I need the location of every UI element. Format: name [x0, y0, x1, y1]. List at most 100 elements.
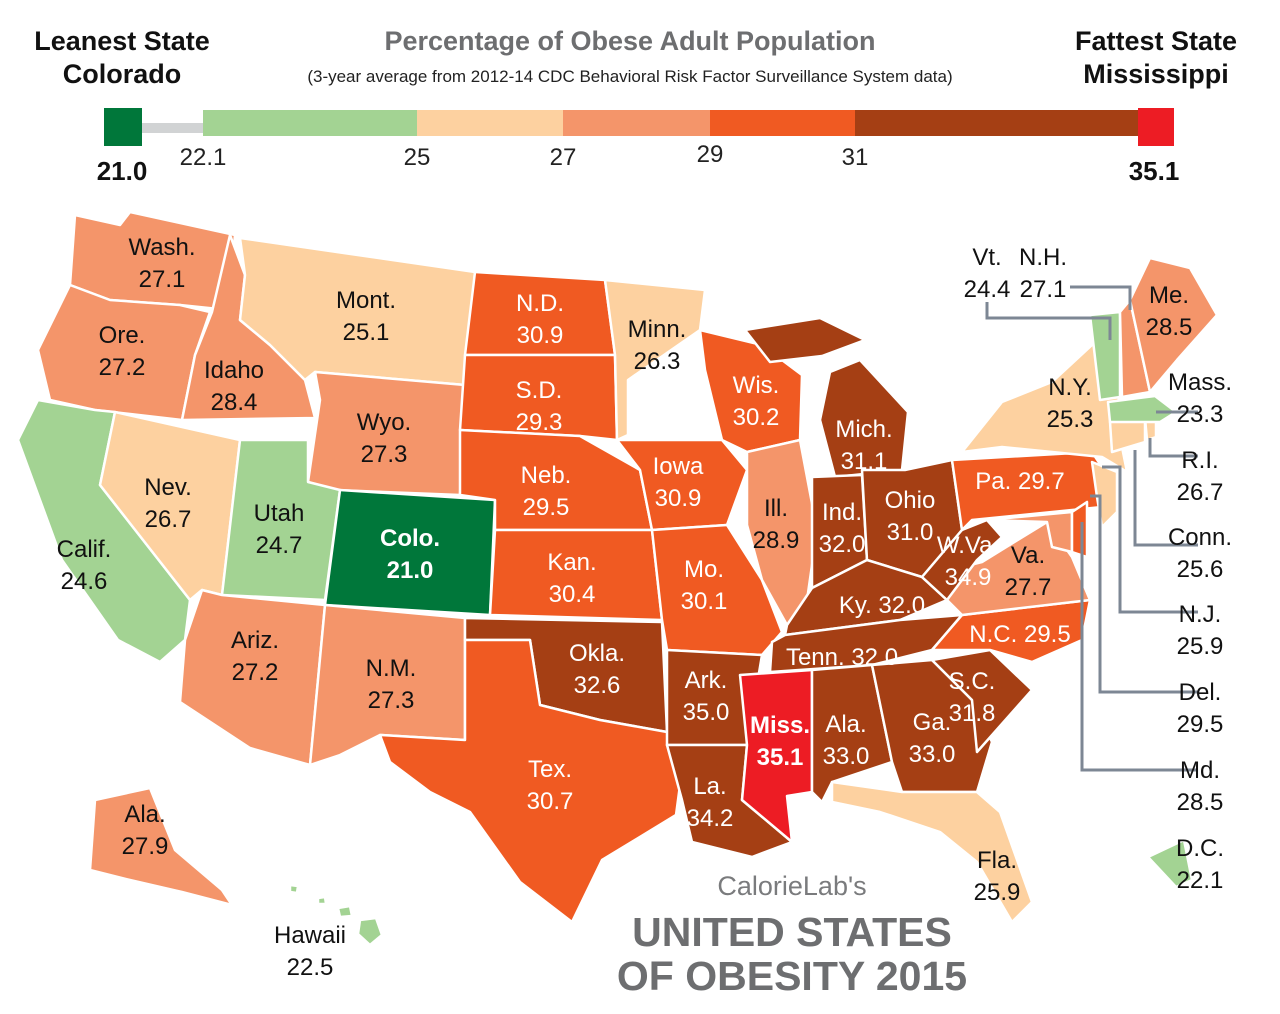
state-shape-dc — [1146, 838, 1194, 889]
state-label-wy: Wyo. — [357, 409, 411, 436]
state-value-mn: 26.3 — [634, 348, 681, 375]
state-label-mt: Mont. — [336, 287, 396, 314]
state-shape-or — [36, 283, 212, 422]
state-shape-md — [985, 510, 1074, 554]
state-name: Ky. — [839, 592, 872, 619]
state-label-ca: Calif. — [57, 536, 112, 563]
state-co — [323, 488, 497, 617]
state-value-oh: 31.0 — [887, 519, 934, 546]
state-shape-sd — [458, 353, 619, 442]
color-legend — [104, 108, 1174, 146]
state-label-ks: Kan. — [547, 549, 596, 576]
state-label-ma: Mass. — [1168, 369, 1232, 396]
brand-title-line2: OF OBESITY 2015 — [617, 953, 967, 999]
state-me — [1128, 256, 1219, 394]
state-value-nj: 25.9 — [1177, 633, 1224, 660]
state-label-vt: Vt. — [972, 244, 1001, 271]
state-label-va: Va. — [1011, 542, 1045, 569]
state-value-wi: 30.2 — [733, 404, 780, 431]
state-value-mt: 25.1 — [343, 319, 390, 346]
state-shape-ak — [88, 786, 234, 907]
leader-line-nj — [1102, 465, 1198, 614]
state-value-ok: 32.6 — [574, 672, 621, 699]
state-sc — [930, 648, 1034, 754]
state-value: 29.5 — [1017, 621, 1070, 648]
legend-tick: 27 — [550, 144, 577, 171]
legend-swatch — [203, 110, 417, 136]
state-value-ga: 33.0 — [909, 741, 956, 768]
state-tx — [378, 638, 684, 924]
state-value-mi: 31.1 — [841, 448, 888, 475]
leader-line-de — [1090, 494, 1198, 694]
state-label-sc: S.C. — [949, 668, 996, 695]
legend-swatch — [710, 110, 855, 136]
state-label-ct: Conn. — [1168, 524, 1232, 551]
state-label-dc: D.C. — [1176, 835, 1224, 862]
state-label-ky: Ky. 32.0 — [839, 592, 925, 619]
state-label-nh: N.H. — [1019, 244, 1067, 271]
legend-swatch — [563, 110, 710, 136]
state-value-or: 27.2 — [99, 354, 146, 381]
state-value-va: 27.7 — [1005, 574, 1052, 601]
state-ak — [88, 786, 234, 907]
brand-name: CalorieLab's — [717, 871, 866, 901]
state-label-al: Ala. — [825, 711, 866, 738]
map-subtitle: (3-year average from 2012-14 CDC Behavio… — [307, 67, 952, 86]
state-label-il: Ill. — [764, 495, 788, 522]
state-shape-tx — [378, 638, 684, 924]
state-shape-hi — [316, 895, 328, 906]
state-label-or: Ore. — [99, 322, 146, 349]
state-shape-me — [1128, 256, 1219, 394]
state-labels: Wash. 27.1 Ore. 27.2 Calif. 24.6 Idaho 28.4 Nev.… — [57, 234, 1232, 981]
legend-swatch — [1138, 108, 1174, 146]
legend-swatch — [417, 110, 563, 136]
state-label-nd: N.D. — [516, 290, 564, 317]
state-name: Pa. — [975, 468, 1011, 495]
state-shape-mi — [743, 316, 867, 364]
state-label-id: Idaho — [204, 357, 264, 384]
state-mi — [743, 316, 910, 479]
state-ma — [1106, 394, 1178, 424]
state-value-ia: 30.9 — [655, 485, 702, 512]
state-value-md: 28.5 — [1177, 789, 1224, 816]
state-value-id: 28.4 — [211, 389, 258, 416]
legend-tick: 25 — [404, 144, 431, 171]
state-sd — [458, 353, 619, 442]
state-value-vt: 24.4 — [964, 276, 1011, 303]
state-value-sd: 29.3 — [516, 409, 563, 436]
state-value-de: 29.5 — [1177, 711, 1224, 738]
state-value-ct: 25.6 — [1177, 556, 1224, 583]
state-name: Tenn. — [786, 644, 845, 671]
state-label-mn: Minn. — [628, 316, 687, 343]
state-value: 29.7 — [1011, 468, 1064, 495]
state-label-ia: Iowa — [653, 453, 704, 480]
state-label-nm: N.M. — [366, 655, 417, 682]
state-nj — [1090, 460, 1119, 529]
state-value-az: 27.2 — [232, 659, 279, 686]
state-fl — [830, 780, 1034, 924]
state-value: 32.0 — [845, 644, 898, 671]
legend-gap — [140, 123, 205, 133]
legend-min-value: 21.0 — [97, 156, 148, 186]
state-value-ms: 35.1 — [757, 744, 804, 771]
state-value-co: 21.0 — [387, 557, 434, 584]
state-label-ar: Ark. — [685, 667, 728, 694]
legend-swatch — [104, 108, 142, 146]
leader-line-ri — [1148, 438, 1198, 458]
state-label-wi: Wis. — [733, 372, 780, 399]
state-label-nc: N.C. 29.5 — [969, 621, 1070, 648]
legend-tick: 29 — [697, 141, 724, 168]
state-or — [36, 283, 212, 422]
state-label-me: Me. — [1149, 282, 1189, 309]
state-value-ri: 26.7 — [1177, 479, 1224, 506]
state-label-ny: N.Y. — [1048, 374, 1092, 401]
state-value-dc: 22.1 — [1177, 867, 1224, 894]
state-shape-de — [1070, 500, 1089, 559]
state-label-md: Md. — [1180, 757, 1220, 784]
state-shape-co — [323, 488, 497, 617]
state-shape-nj — [1090, 460, 1119, 529]
state-shape-fl — [830, 780, 1034, 924]
state-label-ms: Miss. — [750, 712, 810, 739]
state-value-wy: 27.3 — [361, 441, 408, 468]
